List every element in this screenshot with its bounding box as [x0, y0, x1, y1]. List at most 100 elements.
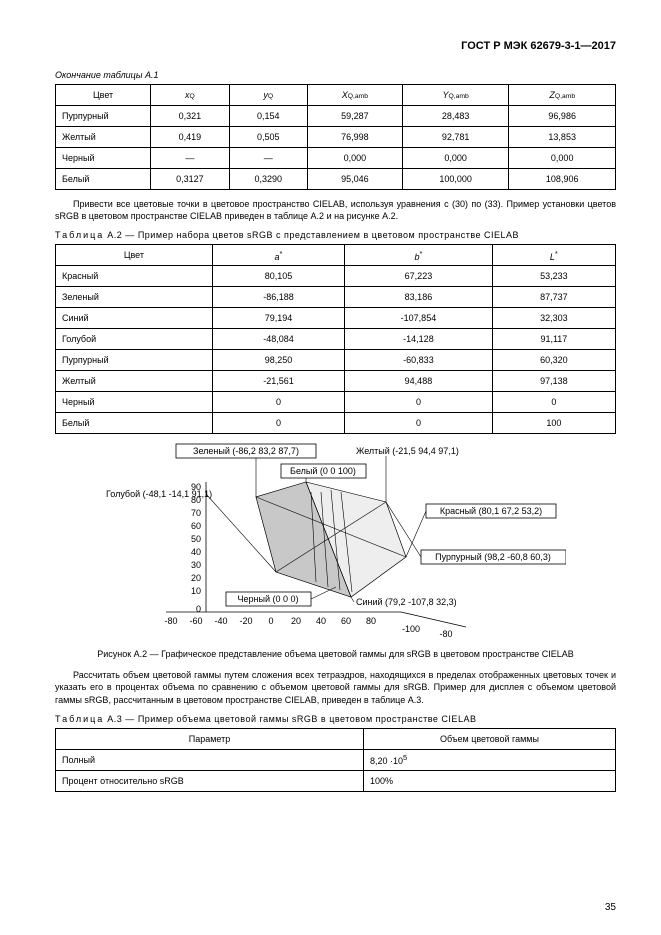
col-volume: Объем цветовой гаммы [364, 728, 616, 749]
cell: 87,737 [492, 287, 615, 308]
col-a: a* [212, 245, 344, 266]
cell: 97,138 [492, 371, 615, 392]
svg-text:50: 50 [190, 534, 200, 544]
table-a1-caption: Окончание таблицы А.1 [55, 70, 616, 80]
cell: Черный [56, 392, 213, 413]
cell: 98,250 [212, 350, 344, 371]
svg-text:80: 80 [365, 616, 375, 626]
y-ticks: 90 80 70 60 50 40 30 20 10 0 [190, 482, 200, 614]
svg-text:60: 60 [340, 616, 350, 626]
cell: 32,303 [492, 308, 615, 329]
figure-a2: 90 80 70 60 50 40 30 20 10 0 -80 -60 -40… [55, 442, 616, 645]
cell: 59,287 [307, 106, 402, 127]
svg-text:70: 70 [190, 508, 200, 518]
svg-text:-20: -20 [239, 616, 252, 626]
cell: 108,906 [509, 169, 616, 190]
table-row: Белый0,31270,329095,046100,000108,906 [56, 169, 616, 190]
cell: -86,188 [212, 287, 344, 308]
figure-a2-caption: Рисунок А.2 — Графическое представление … [55, 649, 616, 659]
col-b: b* [345, 245, 493, 266]
document-header: ГОСТ Р МЭК 62679-3-1—2017 [55, 40, 616, 52]
cell: — [229, 148, 307, 169]
col-L: L* [492, 245, 615, 266]
svg-text:40: 40 [315, 616, 325, 626]
label-blue: Синий (79,2 -107,8 32,3) [356, 597, 457, 607]
table-row: Синий79,194-107,85432,303 [56, 308, 616, 329]
page: ГОСТ Р МЭК 62679-3-1—2017 Окончание табл… [0, 0, 661, 935]
label-yellow: Желтый (-21,5 94,4 97,1) [356, 446, 459, 456]
svg-text:20: 20 [290, 616, 300, 626]
table-row: Зеленый-86,18883,18687,737 [56, 287, 616, 308]
cell: 0,321 [151, 106, 229, 127]
label-black: Черный (0 0 0) [237, 594, 298, 604]
cell: Черный [56, 148, 151, 169]
table-row: Пурпурный0,3210,15459,28728,48396,986 [56, 106, 616, 127]
cell: 0 [492, 392, 615, 413]
cell: -14,128 [345, 329, 493, 350]
table-row: Параметр Объем цветовой гаммы [56, 728, 616, 749]
cell: Голубой [56, 329, 213, 350]
svg-text:60: 60 [190, 521, 200, 531]
cell: 8,20 ·105 [364, 749, 616, 770]
col-xq: xQ [151, 85, 229, 106]
svg-text:-80: -80 [439, 629, 452, 639]
table-a2: Цвет a* b* L* Красный80,10567,22353,233 … [55, 244, 616, 434]
cell: -60,833 [345, 350, 493, 371]
col-color: Цвет [56, 245, 213, 266]
cell: 100,000 [402, 169, 509, 190]
svg-text:10: 10 [190, 586, 200, 596]
cell: 100 [492, 413, 615, 434]
cell: 0,419 [151, 127, 229, 148]
label-cyan: Голубой (-48,1 -14,1 91,1) [106, 489, 212, 499]
cell: 83,186 [345, 287, 493, 308]
table-row: Процент относительно sRGB 100% [56, 770, 616, 791]
cell: 96,986 [509, 106, 616, 127]
table-row: Голубой-48,084-14,12891,117 [56, 329, 616, 350]
page-number: 35 [605, 902, 616, 913]
table-row: Желтый0,4190,50576,99892,78113,853 [56, 127, 616, 148]
svg-text:0: 0 [195, 604, 200, 614]
label-green: Зеленый (-86,2 83,2 87,7) [193, 446, 299, 456]
label-magenta: Пурпурный (98,2 -60,8 60,3) [435, 552, 551, 562]
paragraph-1: Привести все цветовые точки в цветовое п… [55, 198, 616, 222]
cell: Процент относительно sRGB [56, 770, 364, 791]
svg-text:0: 0 [268, 616, 273, 626]
cell: Зеленый [56, 287, 213, 308]
x-ticks: -80 -60 -40 -20 0 20 40 60 80 -100 -80 [164, 616, 452, 639]
col-Yamb: YQ,amb [402, 85, 509, 106]
cell: Синий [56, 308, 213, 329]
col-Xamb: XQ,amb [307, 85, 402, 106]
svg-text:-40: -40 [214, 616, 227, 626]
cell: 95,046 [307, 169, 402, 190]
cell: 0,505 [229, 127, 307, 148]
cell: Пурпурный [56, 350, 213, 371]
label-red: Красный (80,1 67,2 53,2) [439, 506, 541, 516]
cell: 100% [364, 770, 616, 791]
cell: 79,194 [212, 308, 344, 329]
table-a3-title: Таблица А.3 — Пример объема цветовой гам… [55, 714, 616, 724]
cell: 80,105 [212, 266, 344, 287]
cell: 0,3127 [151, 169, 229, 190]
cell: — [151, 148, 229, 169]
cell: Красный [56, 266, 213, 287]
cell: 13,853 [509, 127, 616, 148]
cell: 76,998 [307, 127, 402, 148]
table-row: Желтый-21,56194,48897,138 [56, 371, 616, 392]
table-row: Цвет xQ yQ XQ,amb YQ,amb ZQ,amb [56, 85, 616, 106]
cell: 53,233 [492, 266, 615, 287]
cell: Желтый [56, 127, 151, 148]
table-row: Белый00100 [56, 413, 616, 434]
cell: Полный [56, 749, 364, 770]
cell: 0,000 [509, 148, 616, 169]
cell: 0 [345, 392, 493, 413]
cell: Белый [56, 413, 213, 434]
cell: -48,084 [212, 329, 344, 350]
svg-text:30: 30 [190, 560, 200, 570]
paragraph-2: Рассчитать объем цветовой гаммы путем сл… [55, 669, 616, 705]
cell: 67,223 [345, 266, 493, 287]
table-row: Красный80,10567,22353,233 [56, 266, 616, 287]
table-a3: Параметр Объем цветовой гаммы Полный 8,2… [55, 728, 616, 792]
cell: 0 [212, 392, 344, 413]
cell: 0,154 [229, 106, 307, 127]
cell: 0,000 [307, 148, 402, 169]
